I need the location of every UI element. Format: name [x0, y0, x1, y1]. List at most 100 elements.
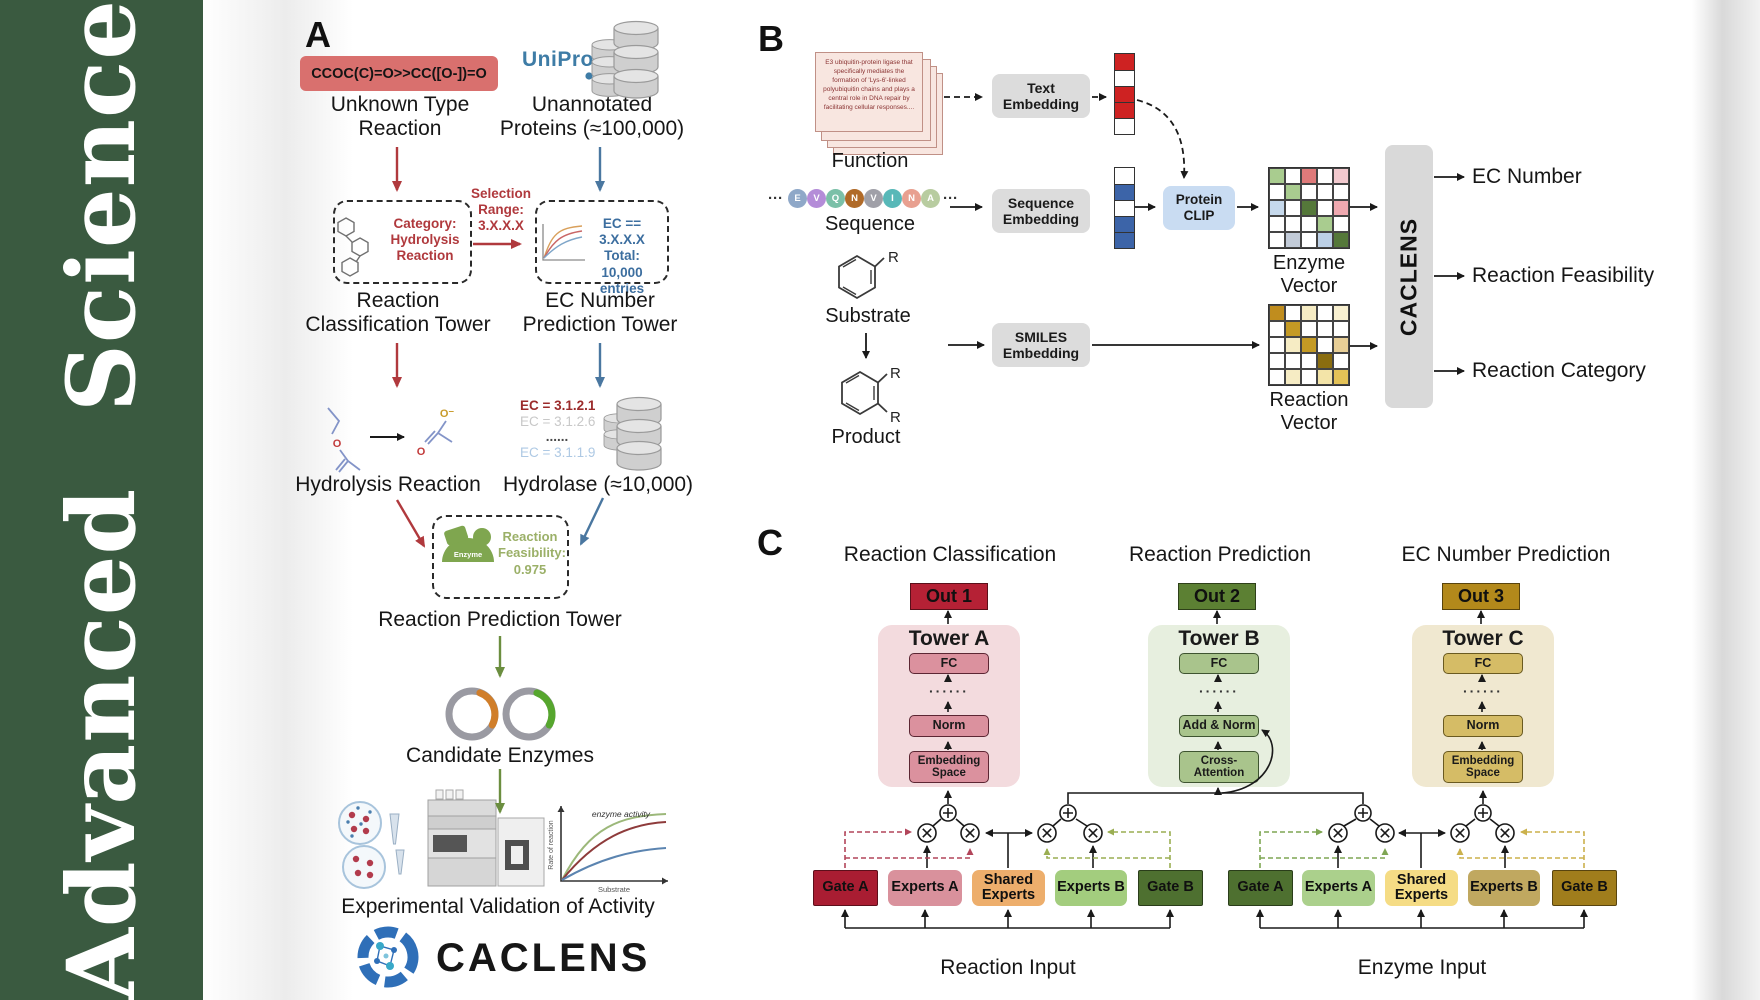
matrix-cell — [1285, 353, 1301, 369]
caclens-logo-text: CACLENS — [436, 936, 651, 980]
multiply-node — [1495, 823, 1515, 843]
matrix-cell — [1285, 216, 1301, 232]
header-reaction-prediction: Reaction Prediction — [1128, 543, 1312, 566]
mixer-nodes — [917, 804, 1515, 843]
reaction-gate-b: Gate B — [1138, 870, 1203, 906]
matrix-cell — [1269, 369, 1285, 385]
panel-b-label: B — [758, 18, 784, 59]
reaction-feasibility-dashed-box — [432, 515, 569, 599]
out1-box: Out 1 — [910, 583, 988, 610]
matrix-cell — [1115, 168, 1134, 184]
sequence-ellipsis: ··· — [768, 190, 783, 207]
function-card-text: E3 ubiquitin-protein ligase that specifi… — [815, 52, 923, 132]
matrix-cell — [1269, 200, 1285, 216]
header-ec-number-prediction: EC Number Prediction — [1401, 543, 1611, 566]
matrix-cell — [1115, 118, 1134, 134]
out2-box: Out 2 — [1178, 583, 1256, 610]
database-icon — [591, 20, 659, 99]
reaction-experts-b: Experts B — [1055, 870, 1127, 906]
output-reaction-feasibility: Reaction Feasibility — [1472, 264, 1655, 287]
output-reaction-category: Reaction Category — [1472, 359, 1646, 382]
matrix-cell — [1301, 321, 1317, 337]
ec-list-item: EC = 3.1.2.1 — [520, 398, 596, 413]
matrix-cell — [1115, 216, 1134, 232]
matrix-cell — [1317, 200, 1333, 216]
matrix-cell — [1317, 232, 1333, 248]
matrix-cell — [1285, 321, 1301, 337]
output-ec-number: EC Number — [1472, 165, 1582, 188]
database-icon-small — [603, 396, 662, 471]
matrix-cell — [1301, 305, 1317, 321]
matrix-cell — [1301, 353, 1317, 369]
gate-routing-dashes — [844, 828, 1585, 868]
enzyme-experts-b: Experts B — [1468, 870, 1540, 906]
product-structure — [841, 370, 888, 416]
tower-a-title: Tower A — [908, 627, 990, 650]
substrate-label: Substrate — [825, 305, 911, 327]
matrix-cell — [1333, 337, 1349, 353]
add-node — [1474, 804, 1492, 822]
ec-list-item: ...... — [545, 429, 569, 444]
out3-box: Out 3 — [1442, 583, 1520, 610]
ec-total-note: EC == 3.X.X.X Total: 10,000 entries — [599, 216, 645, 296]
plasmid-icons — [445, 687, 556, 741]
matrix-cell — [1115, 54, 1134, 70]
matrix-cell — [1285, 200, 1301, 216]
graph-ylabel: Rate of reaction — [548, 820, 555, 870]
tower-c-embedding-box: Embedding Space — [1443, 751, 1523, 783]
multiply-node — [1450, 823, 1470, 843]
matrix-cell — [1285, 168, 1301, 184]
reaction-vector-label: Reaction Vector — [1269, 389, 1349, 434]
matrix-cell — [1115, 184, 1134, 200]
matrix-cell — [1333, 232, 1349, 248]
reaction-prediction-tower-label: Reaction Prediction Tower — [378, 608, 622, 631]
multiply-node — [1037, 823, 1057, 843]
tower-c: Tower C FC ······ Norm Embedding Space — [1412, 625, 1554, 787]
matrix-cell — [1285, 184, 1301, 200]
matrix-cell — [1285, 232, 1301, 248]
tower-b-title: Tower B — [1178, 627, 1260, 650]
ec-number-prediction-tower-label: EC Number Prediction Tower — [522, 289, 678, 337]
protein-clip-box: Protein CLIP — [1163, 186, 1235, 230]
matrix-cell — [1301, 232, 1317, 248]
svg-text:O: O — [417, 446, 426, 458]
caclens-module-bar: CACLENS — [1385, 145, 1433, 408]
header-reaction-classification: Reaction Classification — [843, 543, 1057, 566]
residue-circle: Q — [826, 189, 845, 208]
matrix-cell — [1333, 216, 1349, 232]
sequence-ellipsis: ··· — [943, 190, 958, 207]
matrix-cell — [1115, 102, 1134, 118]
matrix-cell — [1269, 232, 1285, 248]
matrix-cell — [1333, 184, 1349, 200]
add-node — [939, 804, 957, 822]
matrix-cell — [1285, 305, 1301, 321]
matrix-cell — [1269, 168, 1285, 184]
enzyme-vector-label: Enzyme Vector — [1272, 252, 1346, 297]
panel-c-label: C — [757, 522, 783, 563]
tower-c-dots: ······ — [1463, 683, 1503, 699]
enzyme-experts-a: Experts A — [1302, 870, 1375, 906]
product-r1-label: R — [890, 365, 901, 382]
ec-candidate-list: EC = 3.1.2.1 EC = 3.1.2.6 ...... EC = 3.… — [520, 398, 602, 460]
tower-c-norm-box: Norm — [1443, 715, 1523, 737]
product-r2-label: R — [890, 409, 901, 426]
matrix-cell — [1333, 200, 1349, 216]
reaction-vector-matrix — [1268, 304, 1350, 386]
enzyme-gate-a: Gate A — [1228, 870, 1293, 906]
right-edge-shadow — [1692, 0, 1760, 1000]
matrix-cell — [1285, 369, 1301, 385]
matrix-cell — [1301, 184, 1317, 200]
tower-b-crossattention-box: Cross- Attention — [1179, 751, 1259, 783]
matrix-cell — [1115, 232, 1134, 248]
hydrolase-label: Hydrolase (≈10,000) — [502, 473, 694, 496]
multiply-node — [1375, 823, 1395, 843]
sequence-embedding-vector — [1114, 167, 1135, 249]
matrix-cell — [1115, 70, 1134, 86]
sequence-label: Sequence — [824, 213, 916, 235]
experimental-validation-label: Experimental Validation of Activity — [341, 895, 655, 918]
tower-b: Tower B FC ······ Add & Norm Cross- Atte… — [1148, 625, 1290, 787]
tower-a-dots: ······ — [929, 683, 969, 699]
journal-sidebar: Advanced Science — [0, 0, 203, 1000]
matrix-cell — [1269, 305, 1285, 321]
